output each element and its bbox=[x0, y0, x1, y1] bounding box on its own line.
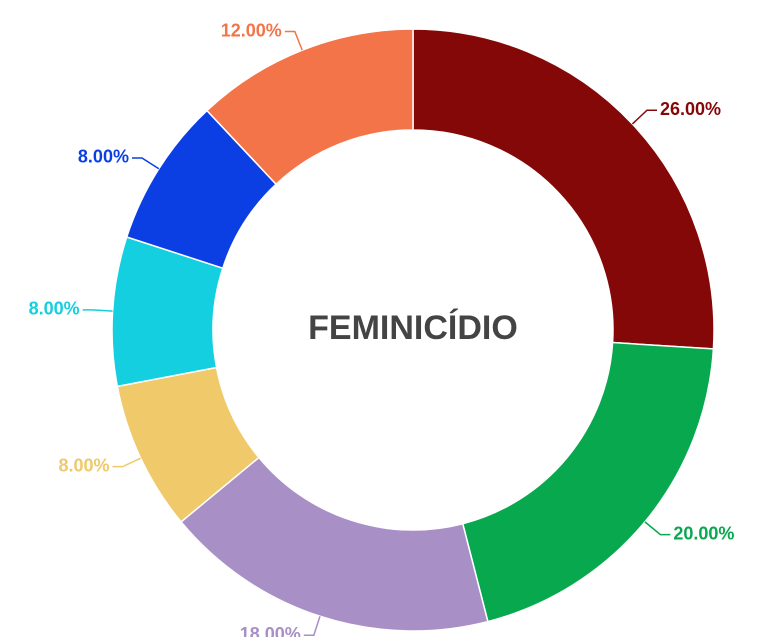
donut-slice bbox=[412, 28, 715, 350]
leader-line bbox=[303, 616, 321, 637]
data-label: 20.00% bbox=[673, 523, 734, 543]
leader-line bbox=[644, 521, 671, 536]
leader-line bbox=[631, 109, 657, 125]
data-label: 26.00% bbox=[660, 99, 721, 119]
data-label: 18.00% bbox=[240, 624, 301, 637]
data-label: 12.00% bbox=[221, 20, 282, 40]
center-label: FEMINICÍDIO bbox=[308, 309, 518, 347]
data-label: 8.00% bbox=[59, 455, 110, 475]
leader-line bbox=[131, 157, 160, 170]
leader-line bbox=[82, 309, 113, 312]
leader-line bbox=[112, 457, 141, 468]
leader-line bbox=[284, 30, 303, 51]
data-label: 8.00% bbox=[78, 147, 129, 167]
donut-slice bbox=[205, 28, 414, 186]
donut-slice bbox=[461, 341, 715, 623]
data-label: 8.00% bbox=[29, 299, 80, 319]
